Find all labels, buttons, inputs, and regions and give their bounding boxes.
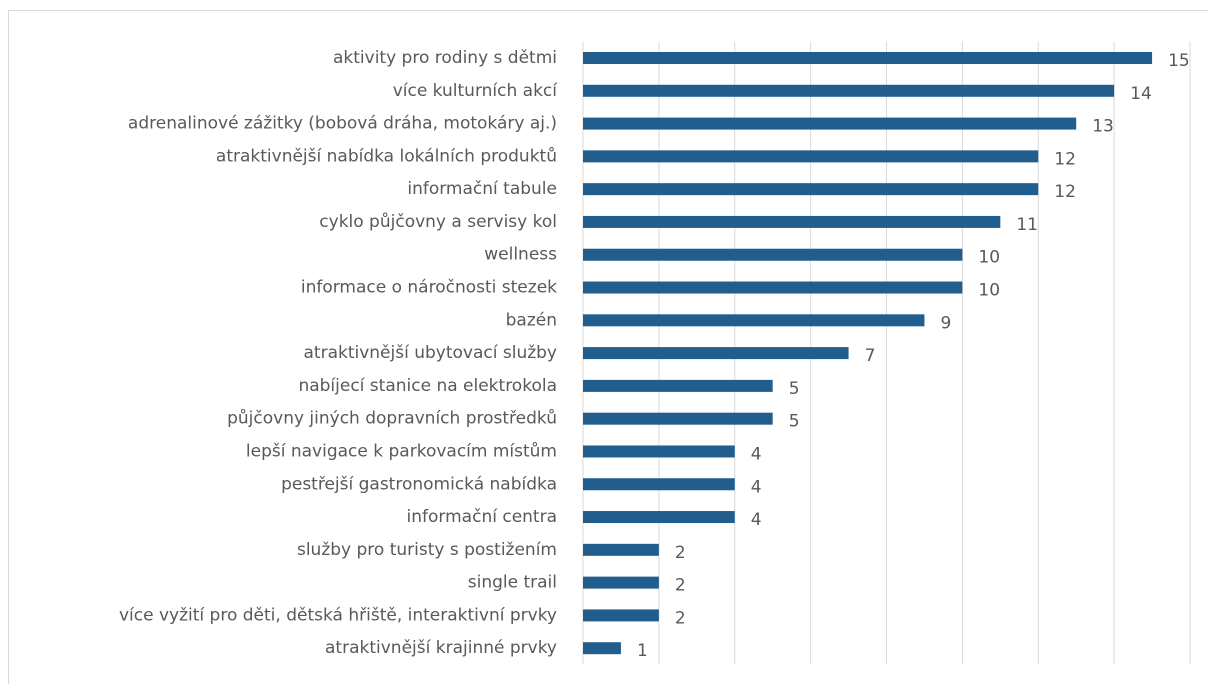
bar bbox=[583, 347, 849, 360]
bar bbox=[583, 248, 963, 261]
bar bbox=[583, 379, 773, 392]
category-label: adrenalinové zážitky (bobová dráha, moto… bbox=[128, 114, 557, 134]
category-label: aktivity pro rodiny s dětmi bbox=[333, 48, 557, 68]
bar bbox=[583, 412, 773, 425]
category-label: atraktivnější ubytovací služby bbox=[304, 343, 558, 363]
value-label: 12 bbox=[1054, 182, 1076, 202]
bar bbox=[583, 478, 735, 491]
value-label: 1 bbox=[637, 641, 648, 661]
bar bbox=[583, 215, 1001, 228]
category-label: wellness bbox=[484, 245, 557, 265]
value-label: 2 bbox=[675, 608, 686, 628]
value-label: 7 bbox=[865, 346, 876, 366]
value-label: 2 bbox=[675, 576, 686, 596]
value-label: 4 bbox=[751, 477, 762, 497]
value-label: 4 bbox=[751, 444, 762, 464]
bar bbox=[583, 117, 1077, 130]
bar bbox=[583, 281, 963, 294]
category-label: služby pro turisty s postižením bbox=[297, 540, 557, 560]
bar bbox=[583, 576, 659, 589]
value-label: 5 bbox=[789, 412, 800, 432]
bar bbox=[583, 51, 1153, 64]
category-label: informační centra bbox=[407, 507, 557, 527]
bar bbox=[583, 84, 1115, 97]
category-label: atraktivnější krajinné prvky bbox=[325, 638, 557, 658]
bar bbox=[583, 642, 621, 655]
value-label: 15 bbox=[1168, 51, 1190, 71]
category-label: informace o náročnosti stezek bbox=[301, 278, 557, 298]
bar bbox=[583, 183, 1039, 196]
bar bbox=[583, 543, 659, 556]
category-label: lepší navigace k parkovacím místům bbox=[246, 441, 557, 461]
value-label: 13 bbox=[1092, 117, 1114, 137]
value-label: 11 bbox=[1016, 215, 1038, 235]
bar bbox=[583, 511, 735, 524]
category-label: pestřejší gastronomická nabídka bbox=[281, 474, 557, 494]
category-label: cyklo půjčovny a servisy kol bbox=[319, 212, 557, 232]
bar bbox=[583, 150, 1039, 163]
bar bbox=[583, 445, 735, 458]
value-label: 2 bbox=[675, 543, 686, 563]
value-label: 9 bbox=[940, 313, 951, 333]
bar bbox=[583, 314, 925, 327]
category-label: nabíjecí stanice na elektrokola bbox=[298, 376, 557, 396]
category-label: půjčovny jiných dopravních prostředků bbox=[227, 409, 557, 429]
value-label: 14 bbox=[1130, 84, 1152, 104]
value-label: 12 bbox=[1054, 149, 1076, 169]
value-label: 10 bbox=[978, 281, 1000, 301]
category-label: informační tabule bbox=[407, 179, 557, 199]
category-label: více kulturních akcí bbox=[393, 81, 559, 101]
category-label: bazén bbox=[506, 310, 557, 330]
bar bbox=[583, 609, 659, 622]
value-label: 5 bbox=[789, 379, 800, 399]
category-label: atraktivnější nabídka lokálních produktů bbox=[216, 146, 557, 166]
value-label: 10 bbox=[978, 248, 1000, 268]
category-label: single trail bbox=[468, 573, 557, 593]
category-label: více vyžití pro děti, dětská hřiště, int… bbox=[119, 605, 557, 625]
value-label: 4 bbox=[751, 510, 762, 530]
